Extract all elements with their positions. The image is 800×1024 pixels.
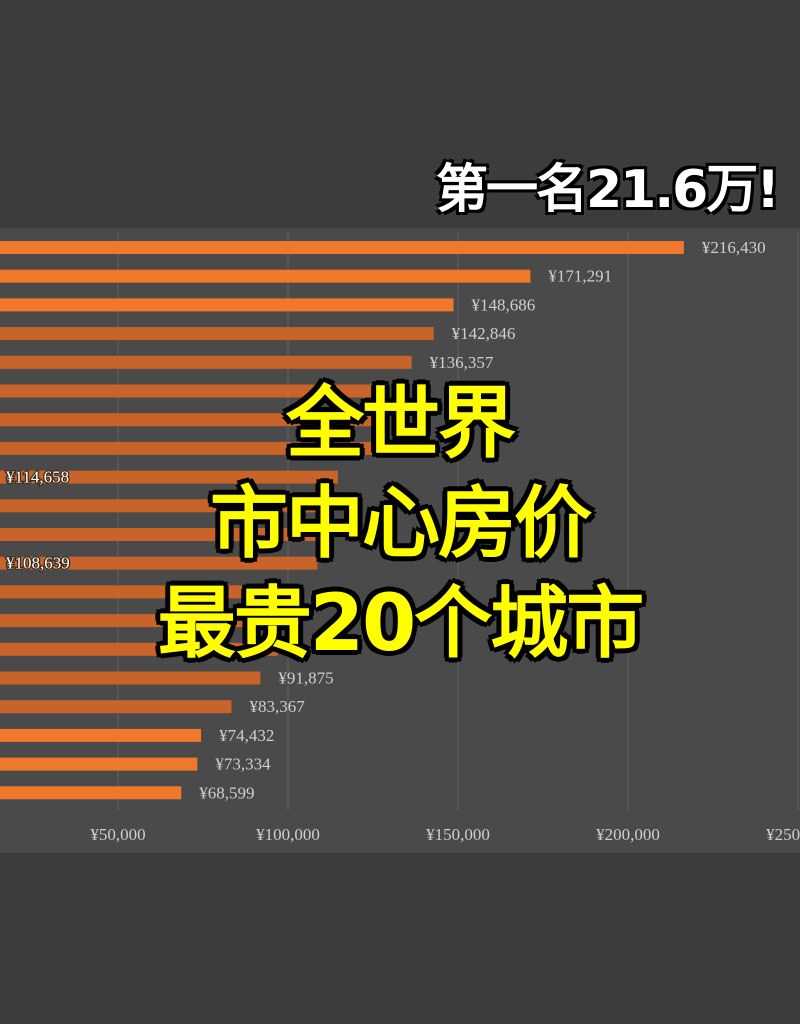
data-label: ¥68,599 [199, 783, 254, 802]
data-label: ¥216,430 [702, 238, 766, 257]
title-line-1: 全世界 [285, 379, 516, 469]
bar [0, 470, 338, 484]
data-label: ¥148,686 [472, 295, 536, 314]
bar [0, 499, 329, 513]
data-label: ¥142,846 [452, 324, 516, 343]
x-tick-label: ¥200,000 [596, 825, 660, 844]
bar [0, 269, 531, 283]
data-label: ¥108,639 [6, 554, 70, 573]
bar [0, 614, 286, 628]
bar [0, 642, 278, 656]
bar [0, 786, 182, 800]
bar [0, 355, 412, 369]
data-label: ¥136,357 [430, 353, 494, 372]
data-label: ¥91,875 [278, 669, 333, 688]
title-line-2: 市中心房价 [209, 479, 592, 569]
x-tick-label: ¥100,000 [256, 825, 320, 844]
bar [0, 298, 454, 312]
bar [0, 700, 232, 714]
bar [0, 585, 288, 599]
bar [0, 728, 202, 742]
data-label: ¥114,658 [6, 468, 69, 487]
data-label: ¥171,291 [548, 267, 612, 286]
bar [0, 556, 318, 570]
data-label: ¥74,432 [219, 726, 274, 745]
x-tick-label: ¥150,000 [426, 825, 490, 844]
bar [0, 241, 684, 254]
data-label: ¥73,334 [215, 755, 271, 774]
bar [0, 384, 384, 398]
bar [0, 413, 383, 427]
title-line-3: 最贵20个城市 [157, 579, 645, 669]
bar [0, 327, 434, 341]
x-tick-label: ¥50,000 [90, 825, 145, 844]
bar [0, 757, 198, 771]
bar [0, 671, 261, 685]
bar [0, 528, 322, 541]
top-headline: 第一名21.6万! [435, 160, 780, 220]
x-tick-label: ¥250,000 [766, 825, 800, 844]
bar [0, 441, 377, 455]
data-label: ¥83,367 [249, 697, 305, 716]
